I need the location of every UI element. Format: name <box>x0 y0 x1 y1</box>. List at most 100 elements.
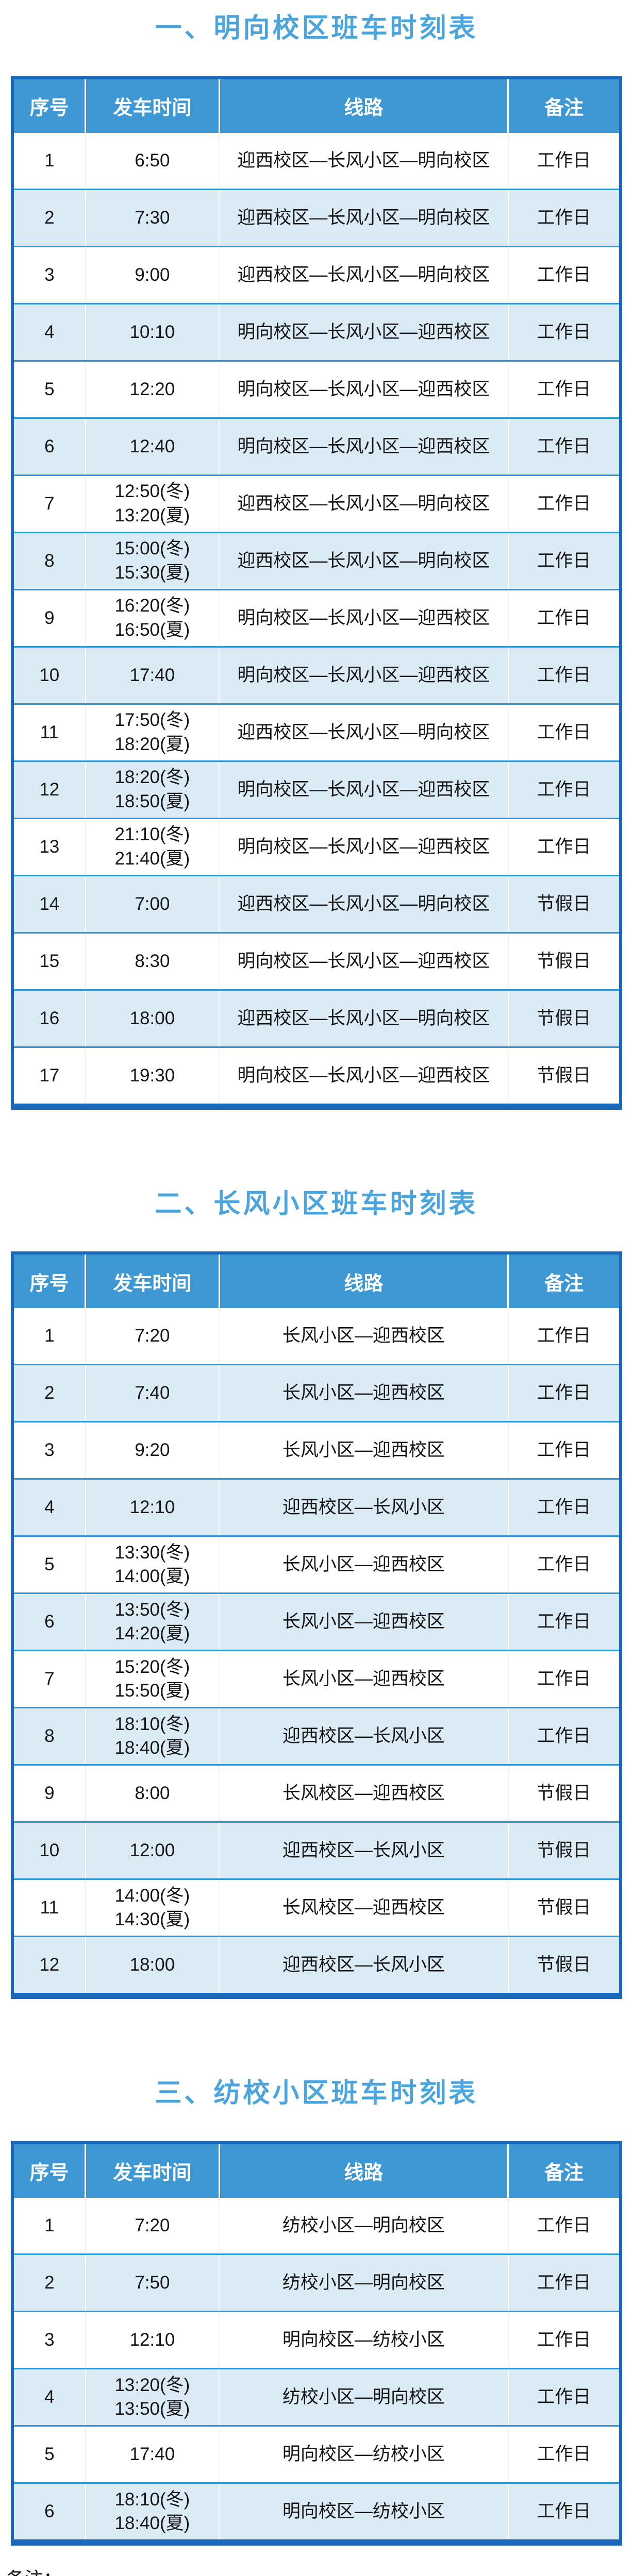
cell-no: 11 <box>12 1878 86 1937</box>
cell-no: 11 <box>12 703 86 761</box>
schedule-section: 一、明向校区班车时刻表 序号 发车时间 线路 备注 1 6:50 迎西校区—长风小区—明向… <box>0 11 633 1110</box>
column-header: 序号 <box>12 2142 86 2198</box>
column-header: 备注 <box>507 77 621 133</box>
table-row: 4 10:10 明向校区—长风小区—迎西校区 工作日 <box>12 302 621 361</box>
cell-time: 19:30 <box>85 1046 220 1107</box>
cell-time: 12:10 <box>85 2310 220 2369</box>
cell-note: 工作日 <box>507 245 621 304</box>
section-title: 二、长风小区班车时刻表 <box>155 1189 478 1219</box>
cell-time: 7:30 <box>85 188 220 247</box>
cell-note: 工作日 <box>507 760 621 819</box>
cell-no: 13 <box>12 817 86 876</box>
cell-no: 2 <box>12 188 86 247</box>
column-header: 线路 <box>218 77 508 133</box>
cell-note: 工作日 <box>507 2425 621 2483</box>
schedule-table: 序号 发车时间 线路 备注 1 6:50 迎西校区—长风小区—明向校区 工作日 2 7:30 迎西… <box>11 76 622 1110</box>
table-row: 9 8:00 长风校区—迎西校区 节假日 <box>12 1764 621 1822</box>
table-row: 5 13:30(冬) 14:00(夏) 长风小区—迎西校区 工作日 <box>12 1535 621 1594</box>
cell-note: 工作日 <box>507 1650 621 1708</box>
cell-note: 工作日 <box>507 703 621 761</box>
table-row: 12 18:20(冬) 18:50(夏) 明向校区—长风小区—迎西校区 工作日 <box>12 760 621 819</box>
column-header: 发车时间 <box>85 1253 220 1309</box>
cell-note: 节假日 <box>507 1821 621 1879</box>
table-row: 8 18:10(冬) 18:40(夏) 迎西校区—长风小区 工作日 <box>12 1707 621 1765</box>
cell-note: 工作日 <box>507 1478 621 1536</box>
cell-time: 18:10(冬) 18:40(夏) <box>85 1707 220 1765</box>
cell-route: 长风校区—迎西校区 <box>219 1764 508 1822</box>
cell-no: 7 <box>12 1650 86 1708</box>
cell-note: 节假日 <box>507 931 621 990</box>
table-row: 4 12:10 迎西校区—长风小区 工作日 <box>12 1478 621 1536</box>
cell-time: 12:50(冬) 13:20(夏) <box>85 474 220 533</box>
cell-time: 18:10(冬) 18:40(夏) <box>85 2482 220 2543</box>
cell-no: 4 <box>12 302 86 361</box>
cell-no: 10 <box>12 1821 86 1879</box>
header-row: 序号 发车时间 线路 备注 <box>12 77 621 133</box>
bus-schedule-page: 一、明向校区班车时刻表 序号 发车时间 线路 备注 1 6:50 迎西校区—长风小区—明向… <box>0 11 633 2576</box>
cell-time: 10:10 <box>85 302 220 361</box>
cell-route: 长风小区—迎西校区 <box>219 1308 508 1365</box>
table-row: 4 13:20(冬) 13:50(夏) 纺校小区—明向校区 工作日 <box>12 2367 621 2426</box>
table-row: 1 7:20 长风小区—迎西校区 工作日 <box>12 1308 621 1365</box>
cell-note: 工作日 <box>507 2253 621 2312</box>
cell-route: 长风小区—迎西校区 <box>219 1535 508 1594</box>
cell-route: 迎西校区—长风小区 <box>219 1707 508 1765</box>
cell-time: 21:10(冬) 21:40(夏) <box>85 817 220 876</box>
table-row: 3 9:20 长风小区—迎西校区 工作日 <box>12 1421 621 1479</box>
cell-time: 12:40 <box>85 417 220 476</box>
column-header: 序号 <box>12 77 86 133</box>
table-row: 3 12:10 明向校区—纺校小区 工作日 <box>12 2310 621 2369</box>
cell-time: 7:50 <box>85 2253 220 2312</box>
table-row: 3 9:00 迎西校区—长风小区—明向校区 工作日 <box>12 245 621 304</box>
section-title: 一、明向校区班车时刻表 <box>155 13 478 43</box>
table-row: 5 12:20 明向校区—长风小区—迎西校区 工作日 <box>12 360 621 418</box>
cell-route: 纺校小区—明向校区 <box>219 2367 508 2426</box>
section-title: 三、纺校小区班车时刻表 <box>155 2078 478 2109</box>
cell-note: 节假日 <box>507 1764 621 1822</box>
cell-route: 明向校区—长风小区—迎西校区 <box>219 417 508 476</box>
cell-route: 长风小区—迎西校区 <box>219 1421 508 1479</box>
cell-route: 明向校区—长风小区—迎西校区 <box>219 646 508 704</box>
cell-no: 3 <box>12 2310 86 2369</box>
table-row: 10 12:00 迎西校区—长风小区 节假日 <box>12 1821 621 1879</box>
cell-time: 6:50 <box>85 132 220 190</box>
table-row: 11 14:00(冬) 14:30(夏) 长风校区—迎西校区 节假日 <box>12 1878 621 1937</box>
table-row: 15 8:30 明向校区—长风小区—迎西校区 节假日 <box>12 931 621 990</box>
table-row: 6 12:40 明向校区—长风小区—迎西校区 工作日 <box>12 417 621 476</box>
cell-no: 8 <box>12 1707 86 1765</box>
cell-route: 纺校小区—明向校区 <box>219 2253 508 2312</box>
cell-time: 7:40 <box>85 1364 220 1422</box>
cell-note: 工作日 <box>507 2367 621 2426</box>
cell-no: 2 <box>12 2253 86 2312</box>
cell-route: 明向校区—纺校小区 <box>219 2425 508 2483</box>
cell-route: 明向校区—纺校小区 <box>219 2482 508 2543</box>
cell-time: 18:00 <box>85 989 220 1047</box>
table-row: 7 15:20(冬) 15:50(夏) 长风小区—迎西校区 工作日 <box>12 1650 621 1708</box>
schedule-section: 二、长风小区班车时刻表 序号 发车时间 线路 备注 1 7:20 长风小区—迎西校区 工作日… <box>0 1187 633 1999</box>
notes-label: 备注： <box>6 2563 621 2576</box>
column-header: 发车时间 <box>85 77 220 133</box>
cell-no: 3 <box>12 1421 86 1479</box>
column-header: 线路 <box>218 2142 508 2198</box>
cell-route: 迎西校区—长风小区—明向校区 <box>219 703 508 761</box>
cell-route: 迎西校区—长风小区—明向校区 <box>219 474 508 533</box>
cell-time: 15:20(冬) 15:50(夏) <box>85 1650 220 1708</box>
schedule-table: 序号 发车时间 线路 备注 1 7:20 纺校小区—明向校区 工作日 2 7:50 纺校小区—明向… <box>11 2141 622 2546</box>
cell-route: 迎西校区—长风小区—明向校区 <box>219 874 508 933</box>
cell-no: 4 <box>12 1478 86 1536</box>
cell-time: 7:00 <box>85 874 220 933</box>
table-row: 10 17:40 明向校区—长风小区—迎西校区 工作日 <box>12 646 621 704</box>
cell-note: 工作日 <box>507 2482 621 2543</box>
cell-note: 工作日 <box>507 188 621 247</box>
cell-route: 迎西校区—长风小区—明向校区 <box>219 989 508 1047</box>
cell-note: 工作日 <box>507 360 621 418</box>
schedule-section: 三、纺校小区班车时刻表 序号 发车时间 线路 备注 1 7:20 纺校小区—明向校区 工作日… <box>0 2076 633 2546</box>
cell-time: 18:20(冬) 18:50(夏) <box>85 760 220 819</box>
cell-no: 9 <box>12 1764 86 1822</box>
table-row: 11 17:50(冬) 18:20(夏) 迎西校区—长风小区—明向校区 工作日 <box>12 703 621 761</box>
cell-note: 工作日 <box>507 2197 621 2255</box>
table-row: 14 7:00 迎西校区—长风小区—明向校区 节假日 <box>12 874 621 933</box>
cell-note: 工作日 <box>507 588 621 647</box>
cell-no: 12 <box>12 760 86 819</box>
cell-route: 明向校区—长风小区—迎西校区 <box>219 760 508 819</box>
